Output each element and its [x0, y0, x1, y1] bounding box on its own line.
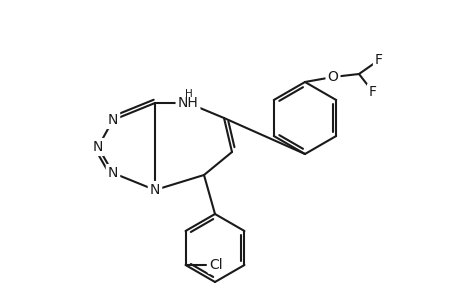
Text: N: N [150, 183, 160, 197]
Text: F: F [368, 85, 376, 99]
Text: F: F [374, 53, 382, 67]
Text: Cl: Cl [209, 258, 223, 272]
Text: NH: NH [177, 96, 198, 110]
Text: N: N [93, 140, 103, 154]
Text: N: N [107, 166, 118, 180]
Text: N: N [107, 113, 118, 127]
Text: H: H [185, 89, 192, 99]
Text: O: O [327, 70, 338, 84]
